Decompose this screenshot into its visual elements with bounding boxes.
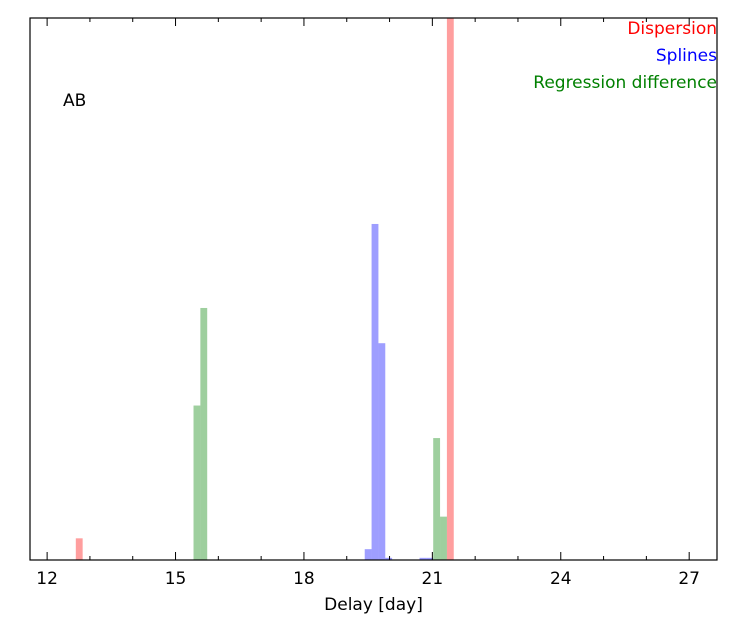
- legend-label-regression-difference: Regression difference: [533, 73, 717, 93]
- x-tick-label: 27: [678, 569, 700, 589]
- x-ticks: 12 15 18 21 24 27: [36, 18, 700, 589]
- bar-regression-difference-0: [193, 405, 201, 560]
- bar-splines-5: [426, 557, 434, 560]
- bar-dispersion-0: [75, 538, 83, 560]
- bar-splines-0: [364, 549, 372, 560]
- bar-splines-4: [419, 557, 427, 560]
- legend: Dispersion Splines Regression difference: [533, 19, 717, 93]
- bars-layer: [75, 18, 454, 560]
- plot-frame: [29, 17, 718, 561]
- legend-label-splines: Splines: [656, 46, 717, 66]
- x-axis-label: Delay [day]: [324, 595, 423, 615]
- x-tick-label: 24: [550, 569, 572, 589]
- x-tick-label: 12: [36, 569, 58, 589]
- bar-regression-difference-3: [440, 516, 447, 560]
- bar-splines-2: [378, 343, 386, 560]
- x-tick-label: 18: [293, 569, 315, 589]
- x-tick-label: 21: [422, 569, 444, 589]
- bar-splines-3: [385, 557, 393, 560]
- bar-regression-difference-2: [433, 438, 441, 560]
- legend-label-dispersion: Dispersion: [627, 19, 717, 39]
- panel-label: AB: [63, 91, 86, 111]
- bar-dispersion-1: [446, 18, 454, 560]
- x-tick-label: 15: [165, 569, 187, 589]
- bar-regression-difference-1: [200, 307, 208, 560]
- bar-splines-1: [371, 223, 379, 560]
